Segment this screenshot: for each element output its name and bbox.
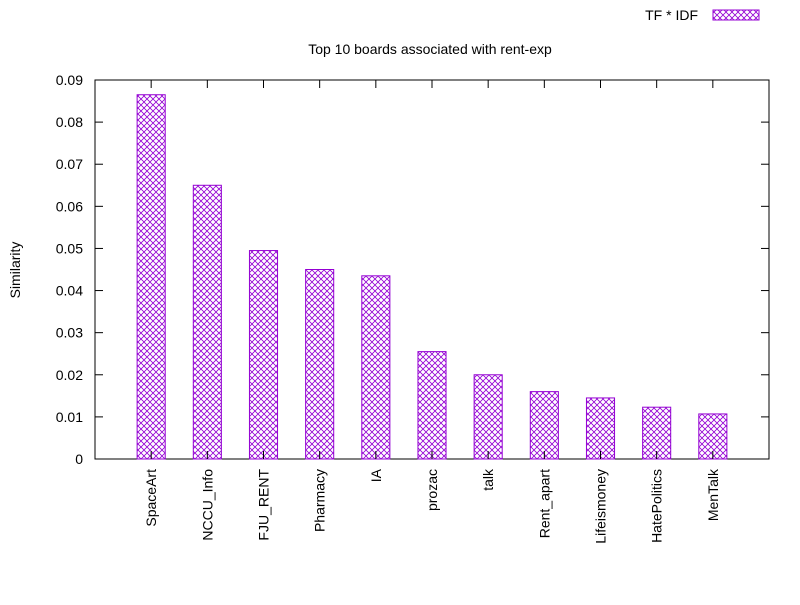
y-tick-label: 0.02 bbox=[56, 367, 83, 383]
x-tick-label: MenTalk bbox=[705, 468, 721, 521]
bar bbox=[417, 351, 447, 460]
x-tick-label: Rent_apart bbox=[536, 469, 552, 538]
bar bbox=[585, 397, 616, 460]
legend-label: TF * IDF bbox=[645, 7, 698, 23]
y-tick-label: 0.09 bbox=[56, 72, 83, 88]
y-ticks: 0 0.01 0.02 0.03 0.04 0.05 0.06 0.07 0.08 0.09 bbox=[56, 72, 769, 467]
bars bbox=[136, 94, 728, 460]
x-tick-label: NCCU_Info bbox=[199, 469, 215, 541]
x-tick-label: IA bbox=[368, 468, 384, 482]
x-tick-label: Pharmacy bbox=[312, 469, 328, 532]
chart-title: Top 10 boards associated with rent-exp bbox=[308, 41, 552, 57]
legend: TF * IDF bbox=[645, 7, 760, 23]
bar bbox=[473, 374, 503, 460]
x-ticks: SpaceArt NCCU_Info FJU_RENT Pharmacy IA proza… bbox=[143, 80, 721, 544]
x-tick-label: prozac bbox=[424, 469, 440, 511]
bar bbox=[192, 184, 222, 460]
y-tick-label: 0.06 bbox=[56, 198, 83, 214]
y-tick-label: 0.08 bbox=[56, 114, 83, 130]
y-tick-label: 0.03 bbox=[56, 325, 83, 341]
y-tick-label: 0.05 bbox=[56, 240, 83, 256]
bar bbox=[248, 250, 279, 460]
y-tick-label: 0.07 bbox=[56, 156, 83, 172]
y-tick-label: 0.01 bbox=[56, 409, 83, 425]
x-tick-label: HatePolitics bbox=[649, 469, 665, 543]
y-tick-label: 0.04 bbox=[56, 283, 83, 299]
legend-swatch bbox=[712, 9, 760, 21]
x-tick-label: FJU_RENT bbox=[256, 469, 272, 541]
y-axis-label: Similarity bbox=[7, 242, 23, 299]
bar bbox=[361, 275, 391, 460]
bar bbox=[136, 94, 166, 460]
bar bbox=[529, 391, 559, 460]
x-tick-label: talk bbox=[480, 468, 496, 491]
y-tick-label: 0 bbox=[75, 451, 83, 467]
x-tick-label: Lifeismoney bbox=[593, 469, 609, 544]
x-tick-label: SpaceArt bbox=[143, 469, 159, 527]
bar bbox=[305, 269, 335, 460]
